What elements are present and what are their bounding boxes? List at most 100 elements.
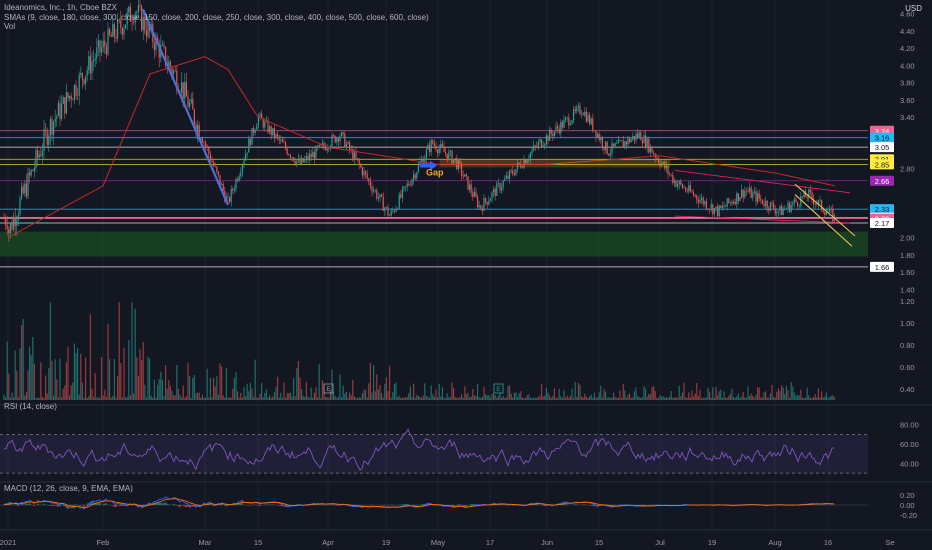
macd-histogram-bar: [405, 503, 407, 505]
price-candle-body: [262, 119, 264, 128]
volume-bar: [385, 377, 387, 400]
volume-bar: [253, 397, 255, 400]
price-candle-body: [213, 162, 215, 166]
macd-histogram-bar: [407, 504, 409, 505]
volume-bar: [625, 397, 627, 400]
volume-bar: [187, 362, 189, 400]
price-candle-body: [409, 185, 411, 186]
volume-bar: [629, 393, 631, 400]
price-candle-body: [753, 191, 755, 193]
price-candle-body: [689, 185, 691, 192]
macd-histogram-bar: [451, 505, 453, 506]
volume-bar: [549, 395, 551, 400]
macd-histogram-bar: [413, 505, 415, 506]
macd-histogram-bar: [427, 503, 429, 505]
price-candle-body: [53, 121, 55, 135]
volume-bar: [691, 390, 693, 400]
volume-bar: [726, 397, 728, 400]
price-candle-body: [731, 202, 733, 204]
price-candle-body: [800, 196, 802, 206]
volume-bar: [766, 397, 768, 400]
volume-bar: [565, 397, 567, 400]
macd-legend[interactable]: MACD (12, 26, close, 9, EMA, EMA): [4, 484, 133, 493]
price-candle-body: [470, 184, 472, 193]
wedge-lower-line: [674, 215, 851, 224]
price-candle-body: [97, 40, 99, 48]
macd-histogram-bar: [381, 505, 383, 506]
volume-bar: [102, 395, 104, 400]
macd-histogram-bar: [43, 503, 45, 505]
macd-histogram-bar: [29, 503, 31, 505]
price-candle-body: [201, 138, 203, 143]
volume-bar: [574, 381, 576, 400]
gap-box: [439, 159, 671, 168]
sma-legend[interactable]: SMAs (9, close, 180, close, 300, close, …: [4, 13, 429, 22]
level-label: 2.33: [870, 204, 894, 215]
macd-histogram-bar: [391, 504, 393, 505]
volume-bar: [771, 384, 773, 400]
macd-histogram-bar: [423, 504, 425, 505]
earnings-marker: E: [323, 383, 334, 394]
volume-bar: [184, 397, 186, 400]
vol-legend[interactable]: Vol: [4, 22, 16, 31]
price-candle-body: [136, 12, 138, 14]
price-candle-body: [603, 146, 605, 151]
volume-bar: [689, 397, 691, 400]
volume-bar: [529, 397, 531, 400]
volume-bar: [712, 387, 714, 400]
volume-bar: [264, 392, 266, 400]
price-candle-body: [454, 158, 456, 159]
price-candle-body: [209, 153, 211, 161]
volume-bar: [291, 396, 293, 400]
price-candle-body: [661, 163, 663, 167]
macd-histogram-bar: [145, 504, 147, 505]
volume-bar: [720, 389, 722, 400]
price-candle-body: [297, 158, 299, 161]
volume-bar: [99, 397, 101, 400]
volume-bar: [233, 377, 235, 400]
volume-bar: [267, 397, 269, 400]
price-candle-body: [633, 136, 635, 141]
volume-bar: [89, 314, 91, 400]
price-candle-body: [345, 143, 347, 148]
price-candle-body: [536, 146, 538, 147]
price-candle-body: [750, 187, 752, 198]
price-candle-body: [704, 201, 706, 205]
macd-histogram-bar: [241, 502, 243, 505]
macd-histogram-bar: [103, 503, 105, 505]
volume-bar: [489, 397, 491, 400]
macd-histogram-bar: [591, 505, 593, 506]
volume-bar: [238, 397, 240, 400]
volume-bar: [387, 391, 389, 400]
volume-bar: [25, 392, 27, 400]
price-candle-body: [214, 165, 216, 167]
price-candle-body: [173, 70, 175, 75]
price-candle-body: [105, 46, 107, 55]
macd-histogram-bar: [457, 504, 459, 505]
macd-histogram-bar: [475, 504, 477, 505]
time-axis-tick: Aug: [768, 538, 781, 547]
volume-bar: [152, 397, 154, 400]
macd-histogram-bar: [237, 503, 239, 505]
volume-bar: [609, 397, 611, 400]
volume-bar: [473, 395, 475, 400]
volume-bar: [633, 391, 635, 400]
volume-bar: [763, 392, 765, 400]
macd-histogram-bar: [279, 505, 281, 506]
price-candle-body: [505, 175, 507, 179]
price-candle-body: [227, 196, 229, 198]
macd-histogram-bar: [179, 505, 181, 508]
price-candle-body: [429, 145, 431, 152]
rsi-legend[interactable]: RSI (14, close): [4, 402, 57, 411]
price-candle-body: [430, 140, 432, 152]
volume-bar: [541, 383, 543, 400]
macd-histogram-bar: [75, 504, 77, 505]
price-candle-body: [765, 200, 767, 206]
volume-bar: [275, 386, 277, 400]
volume-bar: [797, 395, 799, 400]
price-candle-body: [593, 130, 595, 131]
macd-histogram-bar: [249, 505, 251, 506]
price-candle-body: [248, 138, 250, 153]
macd-histogram-bar: [157, 502, 159, 505]
